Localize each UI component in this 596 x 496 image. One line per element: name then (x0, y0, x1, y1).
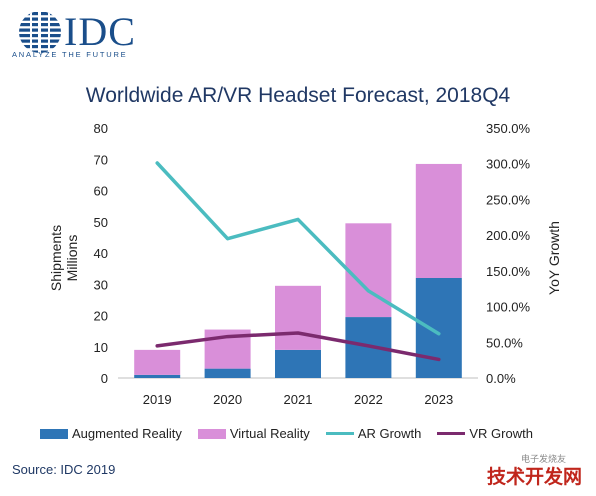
line-ar-growth (155, 161, 441, 336)
right-tick-label: 50.0% (486, 335, 523, 350)
left-tick-label: 20 (94, 309, 108, 324)
right-tick-label: 250.0% (486, 192, 531, 207)
bar-augmented-reality (134, 374, 181, 378)
right-axis-label: YoY Growth (546, 221, 562, 295)
legend-label-ar-growth: AR Growth (357, 426, 422, 441)
bar-augmented-reality (204, 368, 251, 378)
legend-item-augmented-reality: Augmented Reality (40, 426, 182, 441)
legend-swatch-ar-growth (325, 432, 354, 435)
x-tick-label: 2023 (424, 392, 453, 407)
left-tick-label: 80 (94, 121, 108, 136)
source-note: Source: IDC 2019 (12, 462, 116, 477)
watermark-small: 电子发烧友 (520, 454, 566, 464)
bar-virtual-reality (415, 163, 462, 278)
right-tick-label: 100.0% (486, 300, 531, 315)
left-tick-label: 10 (94, 340, 108, 355)
right-tick-label: 300.0% (486, 157, 531, 172)
left-tick-label: 50 (94, 215, 108, 230)
line-vr-growth (155, 331, 441, 362)
right-tick-label: 350.0% (486, 121, 531, 136)
brand-name: IDC (64, 9, 136, 54)
left-axis-label-line2: Millions (64, 234, 80, 282)
right-tick-label: 200.0% (486, 228, 531, 243)
legend-item-ar-growth: AR Growth (325, 426, 422, 441)
left-tick-label: 70 (94, 152, 108, 167)
left-tick-label: 30 (94, 277, 108, 292)
left-tick-label: 40 (94, 246, 108, 261)
left-tick-label: 0 (101, 371, 108, 386)
left-tick-label: 60 (94, 184, 108, 199)
chart-legend: Augmented Reality Virtual Reality AR Gro… (40, 426, 580, 441)
bar-virtual-reality (345, 223, 392, 318)
brand-tagline: ANALYZE THE FUTURE (12, 50, 128, 59)
x-tick-label: 2019 (143, 392, 172, 407)
right-tick-label: 150.0% (486, 264, 531, 279)
bar-virtual-reality (275, 285, 321, 350)
x-tick-label: 2020 (213, 392, 242, 407)
idc-globe-logo (19, 11, 61, 53)
legend-swatch-vr-growth (437, 432, 466, 435)
legend-label-vr-growth: VR Growth (469, 426, 533, 441)
bar-augmented-reality (275, 349, 321, 378)
right-tick-label: 0.0% (486, 371, 516, 386)
left-axis-label-line1: Shipments (48, 224, 64, 292)
legend-item-vr-growth: VR Growth (437, 426, 533, 441)
chart-title: Worldwide AR/VR Headset Forecast, 2018Q4 (85, 84, 511, 107)
legend-swatch-vr (197, 428, 226, 439)
x-tick-label: 2021 (284, 392, 313, 407)
x-tick-label: 2022 (354, 392, 383, 407)
legend-label-vr: Virtual Reality (229, 426, 310, 441)
legend-label-ar: Augmented Reality (72, 426, 182, 441)
watermark: 技术开发网 (486, 467, 582, 488)
legend-item-virtual-reality: Virtual Reality (197, 426, 310, 441)
bar-augmented-reality (415, 278, 462, 378)
bar-virtual-reality (134, 349, 181, 375)
legend-swatch-ar (40, 428, 68, 439)
